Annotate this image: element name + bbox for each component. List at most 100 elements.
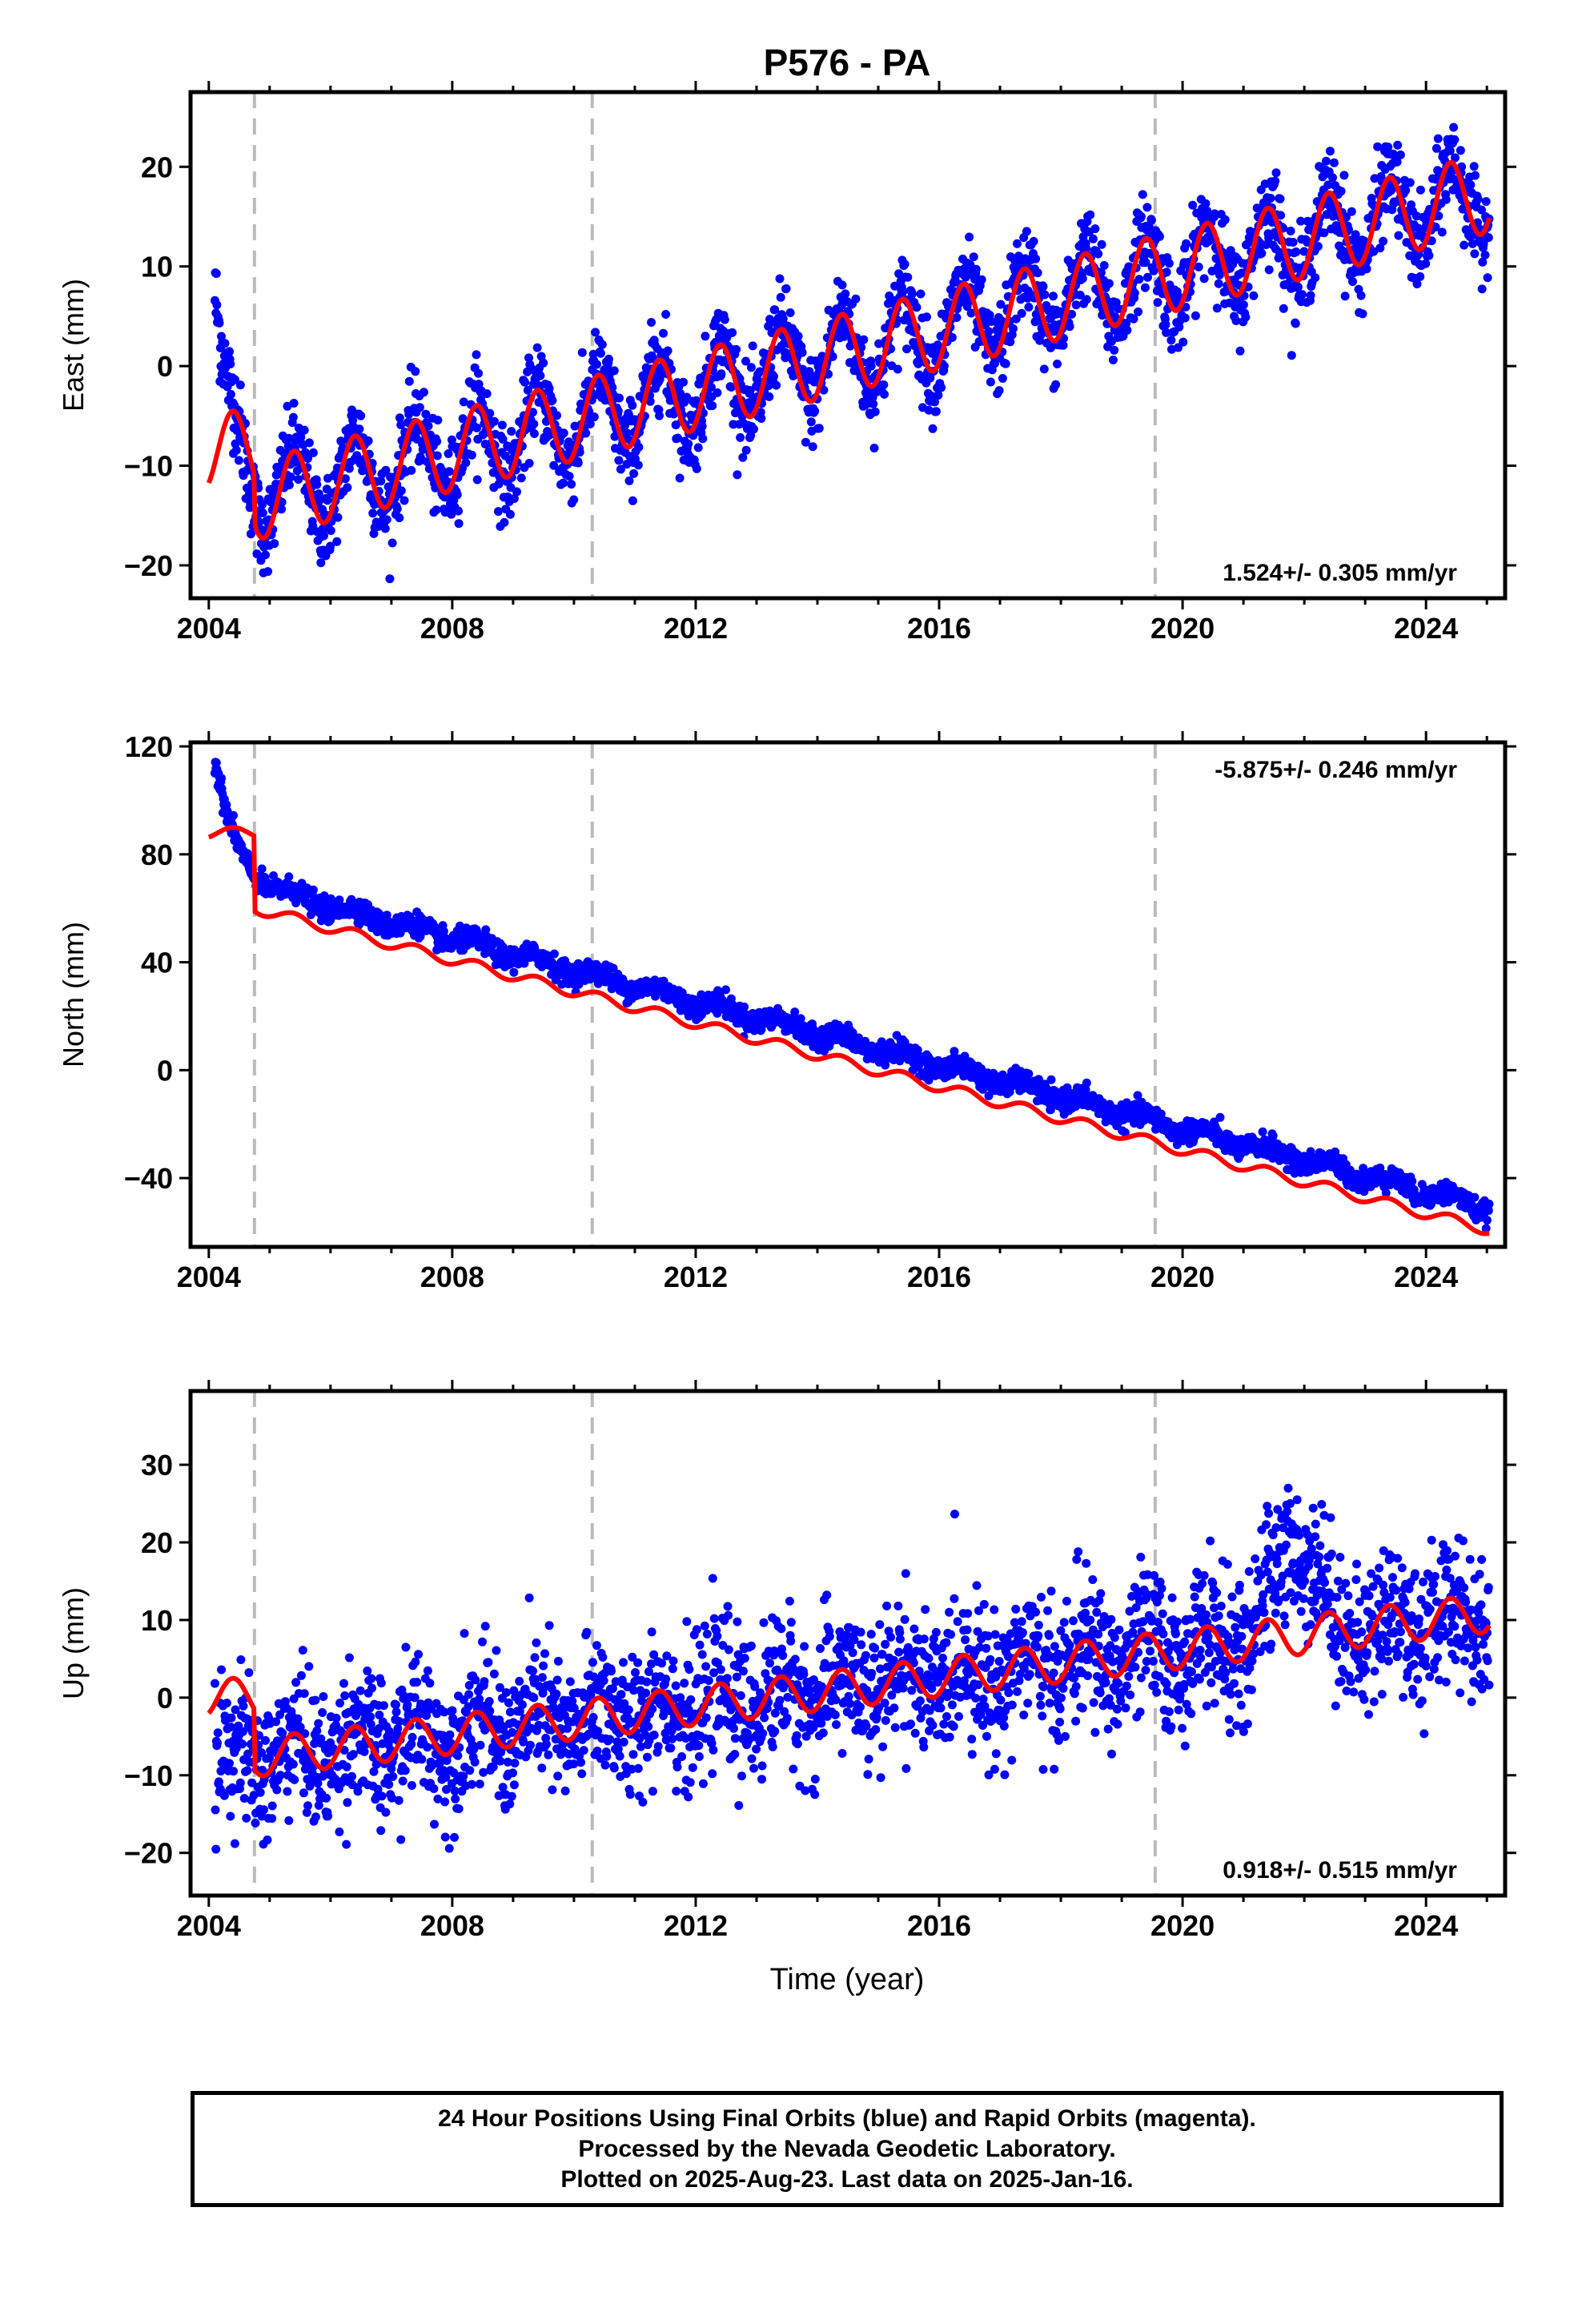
data-point	[333, 513, 343, 522]
data-point	[732, 344, 741, 354]
data-point	[481, 925, 491, 935]
data-point	[1313, 242, 1323, 251]
data-point	[922, 312, 931, 322]
data-point	[706, 383, 716, 392]
data-point	[454, 519, 464, 529]
data-point	[615, 393, 624, 403]
data-point	[524, 353, 533, 363]
data-point	[392, 504, 402, 513]
data-point	[1120, 1128, 1130, 1137]
data-point	[1484, 233, 1493, 243]
data-point	[356, 411, 366, 420]
data-point	[1415, 271, 1425, 281]
data-point	[926, 373, 935, 383]
data-point	[1358, 309, 1367, 319]
data-point	[231, 445, 241, 455]
data-point	[381, 465, 391, 475]
data-point	[597, 340, 607, 349]
data-point	[432, 505, 441, 515]
data-point	[1201, 199, 1211, 208]
data-point	[576, 399, 585, 408]
data-point	[965, 232, 974, 242]
data-point	[880, 389, 889, 399]
data-point	[647, 318, 656, 327]
data-point	[994, 386, 1004, 396]
data-point	[1341, 212, 1351, 222]
data-point	[497, 420, 507, 430]
data-point	[713, 388, 722, 397]
data-point	[1094, 249, 1103, 259]
data-point	[620, 420, 629, 430]
data-point	[596, 348, 605, 358]
data-point	[529, 420, 539, 428]
data-point	[1162, 267, 1171, 277]
data-point	[258, 509, 267, 517]
data-point	[217, 774, 226, 783]
data-point	[1129, 314, 1138, 324]
data-point	[273, 469, 283, 479]
data-point	[765, 392, 774, 401]
data-point	[614, 456, 624, 465]
data-point	[1264, 233, 1274, 243]
data-point	[539, 358, 548, 368]
data-point	[1136, 212, 1146, 221]
data-point	[966, 308, 976, 318]
data-point	[1034, 1075, 1043, 1084]
data-point	[708, 401, 717, 411]
data-point	[493, 507, 503, 517]
data-point	[326, 526, 335, 535]
data-point	[952, 313, 962, 322]
data-point	[628, 400, 637, 410]
data-point	[663, 346, 673, 356]
data-point	[1291, 247, 1301, 256]
data-point	[1297, 290, 1307, 300]
data-point	[474, 368, 483, 378]
data-point	[769, 372, 778, 381]
data-point	[1188, 200, 1198, 210]
data-point	[819, 385, 829, 395]
data-point	[969, 252, 978, 262]
data-point	[1009, 324, 1018, 333]
y-tick-label: −10	[124, 450, 173, 483]
data-point	[1065, 322, 1074, 332]
x-tick-label: 2004	[177, 612, 241, 645]
data-point	[1257, 248, 1267, 258]
data-point	[1231, 316, 1241, 325]
data-point	[1029, 236, 1038, 246]
data-point	[520, 377, 529, 387]
data-point	[444, 449, 453, 458]
east-panel: 2004 2008 2012 2016 2020 2024−20−1001020East …	[57, 81, 1516, 645]
data-point	[984, 1091, 994, 1100]
data-point	[507, 427, 516, 436]
data-point	[841, 289, 850, 299]
data-point	[1097, 239, 1106, 249]
data-point	[679, 377, 688, 387]
data-point	[1130, 288, 1139, 298]
data-point	[1078, 274, 1087, 283]
data-point	[808, 442, 817, 452]
data-point	[1081, 1085, 1090, 1094]
data-point	[748, 341, 757, 351]
data-point	[1199, 274, 1209, 283]
data-point	[308, 448, 318, 457]
data-point	[1433, 134, 1443, 143]
data-point	[934, 391, 943, 400]
data-point	[1075, 291, 1085, 300]
data-point	[1153, 298, 1162, 308]
x-tick-label: 2008	[420, 612, 484, 645]
data-point	[1138, 190, 1147, 199]
data-point	[1392, 157, 1402, 167]
data-point	[532, 343, 542, 352]
data-point	[874, 339, 884, 348]
data-point	[1347, 207, 1356, 216]
data-point	[950, 1047, 959, 1056]
data-point	[1239, 300, 1248, 310]
data-point	[1086, 210, 1095, 219]
data-point	[452, 490, 462, 500]
data-point	[407, 465, 416, 475]
data-point	[1286, 227, 1295, 235]
data-point	[404, 376, 414, 386]
data-point	[1362, 264, 1371, 274]
data-point	[286, 472, 295, 482]
data-point	[509, 494, 519, 503]
